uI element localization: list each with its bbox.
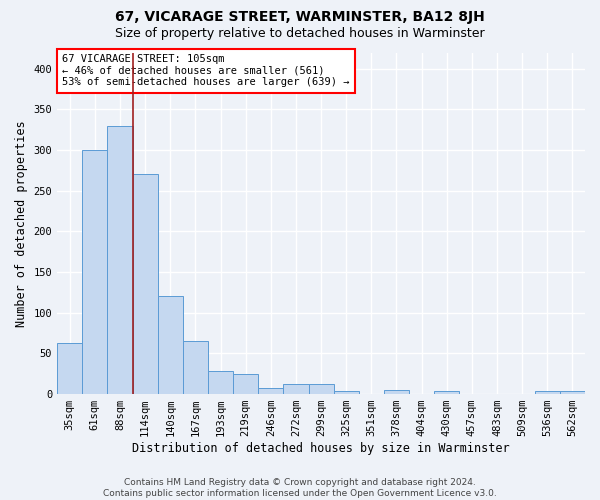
Bar — [158, 296, 183, 394]
Text: Contains HM Land Registry data © Crown copyright and database right 2024.
Contai: Contains HM Land Registry data © Crown c… — [103, 478, 497, 498]
Bar — [233, 374, 258, 394]
Bar — [107, 126, 133, 394]
Bar — [208, 372, 233, 394]
Bar — [308, 384, 334, 394]
Bar — [258, 388, 283, 394]
X-axis label: Distribution of detached houses by size in Warminster: Distribution of detached houses by size … — [132, 442, 510, 455]
Bar — [434, 391, 460, 394]
Y-axis label: Number of detached properties: Number of detached properties — [15, 120, 28, 326]
Bar — [560, 391, 585, 394]
Bar — [535, 391, 560, 394]
Bar — [183, 341, 208, 394]
Bar — [133, 174, 158, 394]
Bar — [334, 391, 359, 394]
Text: 67 VICARAGE STREET: 105sqm
← 46% of detached houses are smaller (561)
53% of sem: 67 VICARAGE STREET: 105sqm ← 46% of deta… — [62, 54, 350, 88]
Bar — [57, 343, 82, 394]
Text: Size of property relative to detached houses in Warminster: Size of property relative to detached ho… — [115, 28, 485, 40]
Text: 67, VICARAGE STREET, WARMINSTER, BA12 8JH: 67, VICARAGE STREET, WARMINSTER, BA12 8J… — [115, 10, 485, 24]
Bar — [384, 390, 409, 394]
Bar — [283, 384, 308, 394]
Bar — [82, 150, 107, 394]
